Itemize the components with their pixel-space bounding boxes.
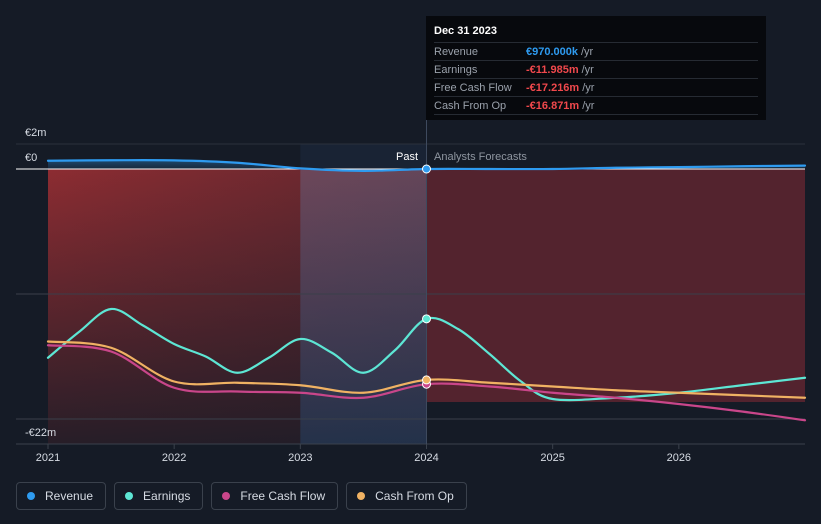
hover-band: [300, 169, 427, 444]
series-line-free-cash-flow: [46, 344, 807, 422]
series-line-cash-from-op: [46, 340, 807, 399]
tooltip-row-free-cash-flow: Free Cash Flow -€17.216m /yr: [434, 78, 758, 96]
legend-label: Earnings: [143, 489, 191, 503]
tooltip-label: Revenue: [434, 45, 479, 58]
x-tick-label: 2026: [667, 452, 691, 464]
x-tick-label: 2023: [288, 452, 312, 464]
x-tick-label: 2024: [414, 452, 438, 464]
legend-dot-icon: [125, 492, 134, 500]
hover-band-top: [300, 144, 427, 169]
legend-item-free-cash-flow[interactable]: Free Cash Flow: [211, 482, 339, 510]
tooltip-unit: /yr: [581, 63, 594, 76]
legend-dot-icon: [27, 492, 35, 500]
forecast-label: Analysts Forecasts: [434, 151, 527, 163]
legend-item-cash-from-op[interactable]: Cash From Op: [346, 482, 467, 510]
tooltip-unit: /yr: [581, 45, 594, 58]
tooltip: Dec 31 2023 Revenue €970.000k /yr Earnin…: [426, 16, 766, 120]
forecast-region: [426, 169, 805, 402]
tooltip-label: Free Cash Flow: [434, 81, 512, 94]
x-tick-label: 2021: [36, 452, 60, 464]
tooltip-date: Dec 31 2023: [434, 25, 497, 37]
tooltip-value: -€17.216m: [526, 81, 580, 94]
tooltip-label: Earnings: [434, 63, 478, 76]
marker-cash-from-op: [422, 375, 431, 385]
legend-item-revenue[interactable]: Revenue: [16, 482, 107, 510]
tooltip-row-earnings: Earnings -€11.985m /yr: [434, 60, 758, 78]
tooltip-value: -€11.985m: [526, 63, 579, 76]
tooltip-label: Cash From Op: [434, 99, 507, 112]
past-label: Past: [396, 151, 418, 163]
tooltip-row-cash-from-op: Cash From Op -€16.871m /yr: [434, 96, 758, 115]
legend-dot-icon: [222, 492, 231, 500]
legend-item-earnings[interactable]: Earnings: [114, 482, 204, 510]
tooltip-value: -€16.871m: [526, 99, 580, 112]
y-label-top: €2m: [25, 127, 46, 139]
y-label-zero: €0: [25, 152, 37, 164]
legend: Revenue Earnings Free Cash Flow Cash Fro…: [16, 482, 467, 510]
marker-earnings: [422, 314, 431, 324]
series-line-earnings: [46, 307, 807, 402]
marker-revenue: [422, 164, 431, 174]
y-label-bottom: -€22m: [25, 427, 56, 439]
tooltip-value: €970.000k: [526, 45, 578, 58]
x-tick-label: 2022: [162, 452, 186, 464]
tooltip-unit: /yr: [582, 99, 595, 112]
legend-label: Revenue: [45, 489, 94, 503]
legend-label: Cash From Op: [375, 489, 454, 503]
legend-label: Free Cash Flow: [240, 489, 326, 503]
tooltip-row-revenue: Revenue €970.000k /yr: [434, 42, 758, 60]
legend-dot-icon: [357, 492, 366, 500]
tooltip-unit: /yr: [582, 81, 595, 94]
x-tick-label: 2025: [540, 452, 564, 464]
